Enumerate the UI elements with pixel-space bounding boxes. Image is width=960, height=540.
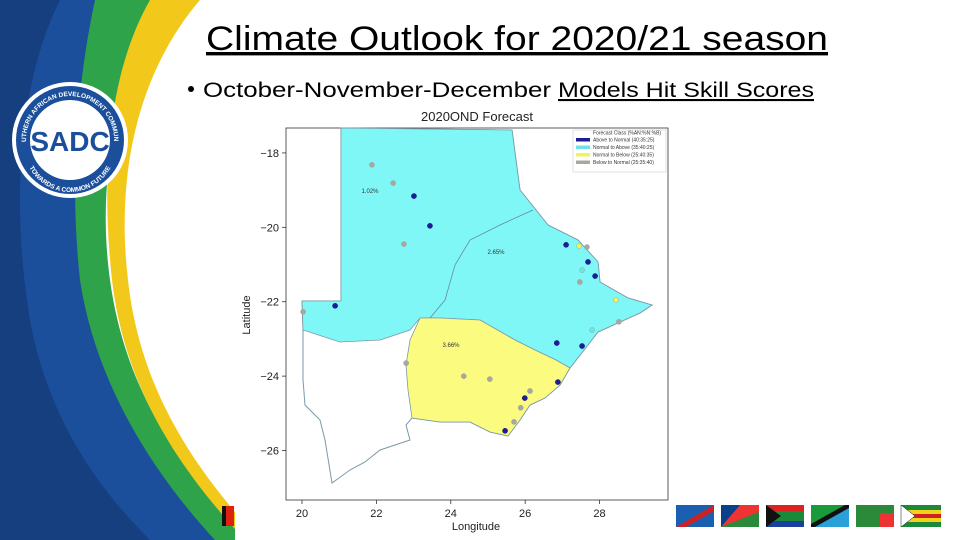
- flag-zimbabwe-red: [901, 514, 941, 518]
- legend-label: Normal to Above (35:40:25): [593, 145, 654, 151]
- y-tick-label: −26: [260, 446, 279, 458]
- station: [521, 395, 528, 401]
- map-title: 2020OND Forecast: [421, 109, 533, 124]
- y-axis-label: Latitude: [241, 295, 253, 334]
- station: [300, 308, 306, 315]
- legend-swatch: [576, 138, 590, 142]
- plot-area: 1.02% 2.65% 3.66%: [285, 127, 669, 501]
- legend-swatch: [576, 153, 590, 157]
- flag-south-africa-blue: [766, 521, 804, 527]
- station: [616, 319, 622, 325]
- y-tick-label: −24: [260, 371, 279, 383]
- x-tick-label: 24: [445, 508, 457, 520]
- station: [403, 360, 409, 366]
- swoosh-green: [75, 0, 250, 540]
- station: [511, 419, 517, 425]
- station: [460, 373, 467, 379]
- legend-swatch: [576, 145, 590, 149]
- x-tick-label: 22: [370, 508, 382, 520]
- flag-south-africa-red: [766, 505, 804, 511]
- station: [369, 162, 375, 168]
- station: [427, 223, 433, 229]
- station: [589, 327, 595, 333]
- legend-swatch: [576, 160, 590, 164]
- region-label: 3.66%: [442, 343, 460, 349]
- station: [332, 303, 338, 309]
- flag-seychelles-green: [721, 512, 759, 527]
- legend-box: [572, 129, 667, 173]
- logo-center: [30, 100, 110, 180]
- slide-title: Climate Outlook for 2020/21 season: [206, 20, 828, 58]
- station: [584, 244, 590, 250]
- station: [585, 259, 591, 265]
- bullet: [188, 86, 194, 92]
- legend-label: Normal to Below (25:40:35): [593, 153, 654, 159]
- station: [553, 340, 560, 346]
- flag-namibia-stripe: [676, 505, 714, 527]
- bullet-underlined: Models Hit Skill Scores: [558, 79, 814, 102]
- swoosh-dark: [0, 0, 150, 540]
- legend-label: Below to Normal (25:35:40): [593, 160, 654, 166]
- station: [487, 376, 493, 382]
- flags: [222, 504, 941, 528]
- station: [401, 241, 407, 247]
- sadc-logo: SOUTHERN AFRICAN DEVELOPMENT COMMUNITY T…: [0, 0, 128, 198]
- station: [579, 343, 585, 349]
- region-label: 2.65%: [487, 250, 505, 256]
- internal-boundary: [429, 209, 534, 319]
- flag-zimbabwe-triangle: [900, 504, 916, 528]
- y-tick-label: −22: [260, 297, 279, 309]
- x-tick-label: 26: [519, 508, 531, 520]
- legend-label: Above to Normal (40:35:25): [593, 138, 655, 144]
- y-tick-label: −18: [260, 148, 279, 160]
- station: [613, 297, 619, 303]
- legend-title: Forecast Class (%AN:%N:%B): [593, 131, 661, 137]
- flag-tanzania-band: [811, 505, 849, 527]
- region-label: 1.02%: [361, 189, 379, 195]
- station: [563, 242, 569, 248]
- x-tick-label: 20: [296, 508, 308, 520]
- flag-south-africa-triangle: [766, 505, 781, 527]
- station: [502, 428, 508, 434]
- station: [576, 243, 582, 249]
- x-axis-label: Longitude: [452, 521, 500, 533]
- flag-partial: [226, 506, 234, 526]
- station: [579, 267, 585, 273]
- x-tick-label: 28: [593, 508, 605, 520]
- station: [390, 180, 396, 186]
- station: [555, 379, 561, 385]
- station: [527, 388, 533, 394]
- station: [517, 404, 524, 411]
- station: [592, 273, 598, 279]
- bullet-text: October-November-December: [203, 79, 551, 102]
- logo-center-text: SADC: [30, 126, 109, 157]
- y-tick-label: −20: [260, 222, 279, 234]
- station: [411, 193, 417, 199]
- flag-zambia-stripes: [880, 513, 894, 527]
- station: [577, 279, 583, 285]
